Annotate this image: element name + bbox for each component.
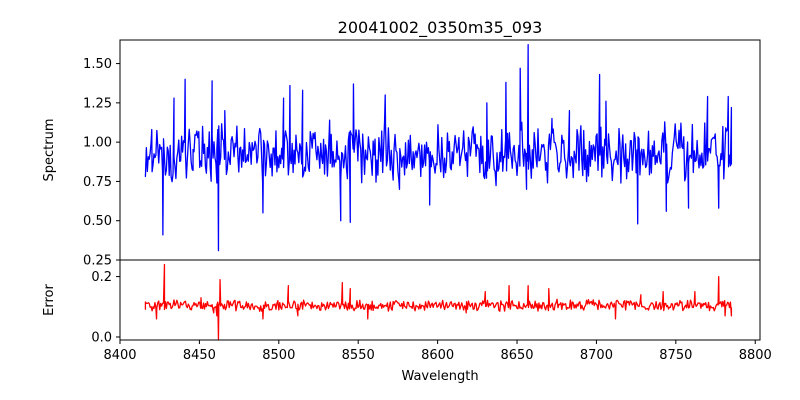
x-tick-label: 8600	[421, 348, 454, 363]
x-axis-label: Wavelength	[401, 369, 478, 384]
spectrum-ylabel: Spectrum	[42, 119, 57, 182]
x-tick-label: 8700	[580, 348, 613, 363]
spectrum-ytick-label: 1.50	[83, 57, 112, 72]
x-tick-label: 8800	[739, 348, 772, 363]
error-ylabel: Error	[42, 284, 57, 316]
error-panel: 0.0 0.2 Error	[42, 259, 761, 345]
spectrum-ytick-label: 1.25	[83, 96, 112, 111]
spectrum-ytick-label: 0.75	[83, 175, 112, 190]
x-tick-label: 8550	[342, 348, 375, 363]
spectrum-ytick-label: 0.50	[83, 214, 112, 229]
x-tick-label: 8650	[500, 348, 533, 363]
spectrum-ytick-label: 0.25	[83, 254, 112, 269]
x-tick-label: 8450	[183, 348, 216, 363]
chart-title: 20041002_0350m35_093	[338, 18, 543, 38]
spectrum-series-line	[144, 44, 733, 252]
error-ytick-label: 0.0	[91, 330, 112, 345]
error-series-line	[144, 263, 733, 341]
x-tick-label: 8750	[659, 348, 692, 363]
error-plot-area	[120, 260, 760, 340]
x-tick-label: 8500	[262, 348, 295, 363]
spectrum-ytick-label: 1.00	[83, 136, 112, 151]
error-ytick-label: 0.2	[91, 270, 112, 285]
x-tick-label: 8400	[103, 348, 136, 363]
spectrum-panel: 0.25 0.50 0.75 1.00 1.25 1.50 Spectrum	[42, 39, 761, 269]
error-frame	[119, 259, 761, 341]
